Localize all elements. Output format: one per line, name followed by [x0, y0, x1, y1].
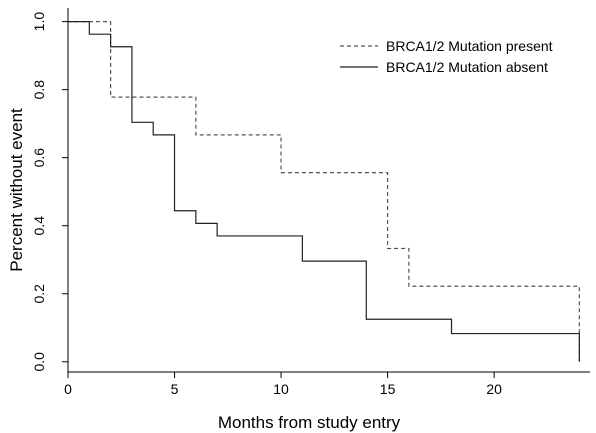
x-axis-title: Months from study entry: [218, 413, 401, 432]
legend-label: BRCA1/2 Mutation present: [386, 38, 553, 54]
y-tick-label: 0.6: [31, 148, 47, 168]
y-tick-label: 0.4: [31, 216, 47, 236]
y-tick-label: 1.0: [31, 12, 47, 32]
series-line-mutation-absent: [68, 21, 580, 362]
series-layer: [68, 21, 580, 362]
x-axis: 0 5 10 15 20: [64, 372, 502, 397]
legend: BRCA1/2 Mutation present BRCA1/2 Mutation…: [340, 38, 553, 75]
x-tick-label: 5: [171, 381, 179, 397]
y-tick-label: 0.0: [31, 352, 47, 372]
x-tick-label: 15: [380, 381, 396, 397]
y-tick-label: 0.8: [31, 80, 47, 100]
y-axis: 0.0 0.2 0.4 0.6 0.8 1.0: [31, 12, 68, 372]
y-tick-label: 0.2: [31, 284, 47, 304]
legend-label: BRCA1/2 Mutation absent: [386, 59, 548, 75]
x-tick-label: 10: [273, 381, 289, 397]
y-axis-title: Percent without event: [7, 108, 26, 272]
x-tick-label: 20: [486, 381, 502, 397]
x-tick-label: 0: [64, 381, 72, 397]
series-line-mutation-present: [68, 21, 580, 362]
